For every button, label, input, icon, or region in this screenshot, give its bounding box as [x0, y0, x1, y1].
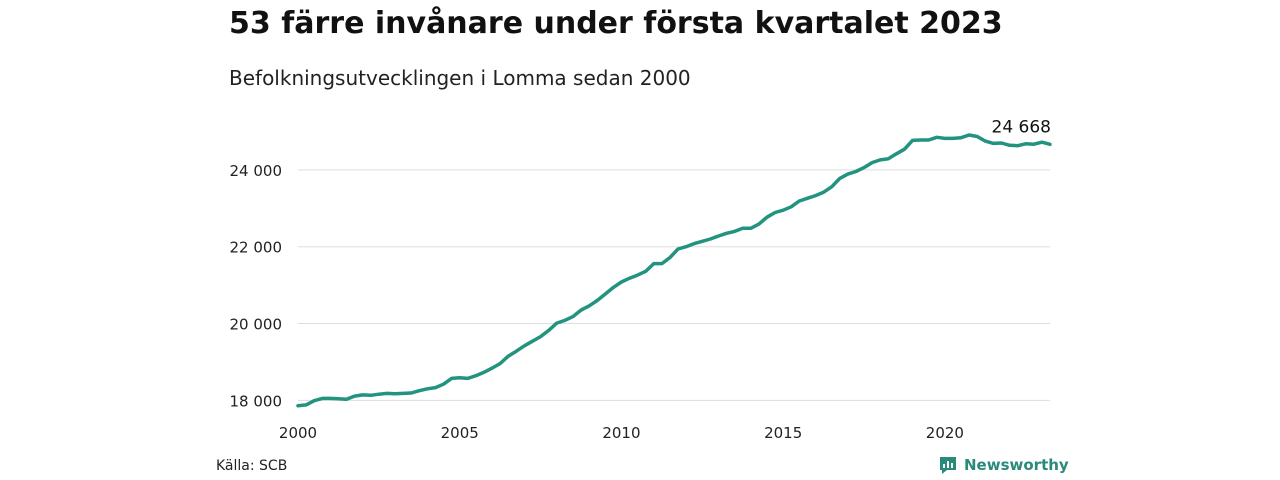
brand-name: Newsworthy: [964, 456, 1069, 474]
chart-subtitle: Befolkningsutvecklingen i Lomma sedan 20…: [229, 66, 691, 90]
x-tick-label: 2000: [279, 424, 317, 442]
y-tick-label: 20 000: [230, 316, 283, 334]
source-note: Källa: SCB: [216, 458, 288, 474]
y-tick-label: 18 000: [230, 392, 283, 410]
bar-chart-speech-bubble-icon: [940, 457, 956, 474]
x-tick-label: 2015: [764, 424, 802, 442]
x-tick-label: 2010: [602, 424, 640, 442]
x-tick-label: 2005: [441, 424, 479, 442]
x-tick-label: 2020: [926, 424, 964, 442]
end-value-label: 24 668: [992, 117, 1051, 137]
y-tick-label: 24 000: [230, 162, 283, 180]
series-line: [296, 133, 1052, 408]
y-tick-label: 22 000: [230, 239, 283, 257]
chart-title: 53 färre invånare under första kvartalet…: [229, 6, 1003, 41]
brand: Newsworthy: [938, 455, 1069, 475]
